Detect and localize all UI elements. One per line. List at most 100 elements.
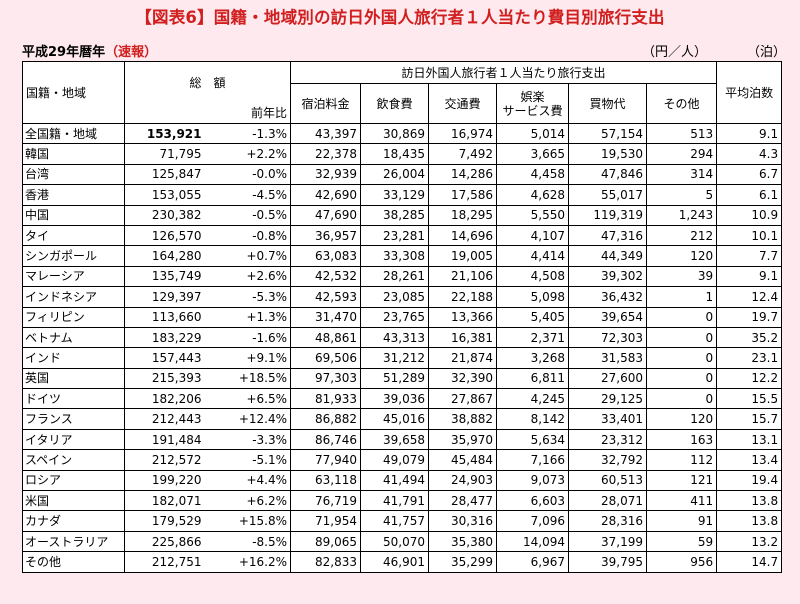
cell-other: 513 <box>646 122 718 145</box>
cell-transport: 27,867 <box>428 388 498 410</box>
cell-name: オーストラリア <box>22 530 125 553</box>
cell-name: 英国 <box>22 367 125 390</box>
cell-transport: 21,874 <box>428 347 498 369</box>
cell-name: インドネシア <box>22 286 125 308</box>
cell-nights: 6.1 <box>716 184 783 206</box>
cell-total: 113,660 <box>124 306 205 328</box>
cell-transport: 21,106 <box>428 265 498 288</box>
table-row: 米国 182,071 +6.2% 76,719 41,791 28,477 6,603 28,… <box>22 490 783 512</box>
cell-name: 台湾 <box>22 163 125 186</box>
cell-lodging: 63,118 <box>290 469 362 492</box>
cell-other: 0 <box>646 306 718 328</box>
cell-total: 129,397 <box>124 286 205 308</box>
cell-lodging: 31,470 <box>290 306 362 328</box>
cell-entertainment: 4,414 <box>496 245 570 267</box>
cell-name: カナダ <box>22 510 125 532</box>
cell-entertainment: 4,628 <box>496 184 570 206</box>
cell-yoy: +16.2% <box>204 551 292 573</box>
header-transport: 交通費 <box>428 83 498 124</box>
cell-name: 中国 <box>22 204 125 226</box>
cell-food: 33,308 <box>360 245 430 267</box>
cell-name: スペイン <box>22 449 125 471</box>
cell-nights: 12.2 <box>716 367 783 390</box>
cell-food: 45,016 <box>360 408 430 430</box>
cell-total: 157,443 <box>124 347 205 369</box>
cell-transport: 7,492 <box>428 143 498 165</box>
period-text: 平成29年暦年 <box>22 45 106 60</box>
table-row: 全国籍・地域 153,921 -1.3% 43,397 30,869 16,974 5,01… <box>22 122 783 145</box>
cell-entertainment: 6,603 <box>496 490 570 512</box>
cell-food: 26,004 <box>360 163 430 186</box>
cell-transport: 19,005 <box>428 245 498 267</box>
cell-transport: 22,188 <box>428 286 498 308</box>
cell-entertainment: 2,371 <box>496 326 570 349</box>
cell-entertainment: 4,107 <box>496 224 570 247</box>
cell-other: 5 <box>646 184 718 206</box>
cell-shopping: 39,795 <box>568 551 648 573</box>
table-row: フィリピン 113,660 +1.3% 31,470 23,765 13,366 5,405… <box>22 306 783 328</box>
cell-total: 225,866 <box>124 530 205 553</box>
expenditure-table: 国籍・地域 総 額 訪日外国人旅行者１人当たり旅行支出 平均泊数 宿泊料金 飲食… <box>22 61 783 573</box>
table-row: イタリア 191,484 -3.3% 86,746 39,658 35,970 5,634 2… <box>22 428 783 451</box>
cell-transport: 38,882 <box>428 408 498 430</box>
cell-transport: 28,477 <box>428 490 498 512</box>
table-row: その他 212,751 +16.2% 82,833 46,901 35,299 6,967 3… <box>22 551 783 573</box>
cell-nights: 13.4 <box>716 449 783 471</box>
cell-lodging: 42,593 <box>290 286 362 308</box>
cell-lodging: 63,083 <box>290 245 362 267</box>
cell-shopping: 27,600 <box>568 367 648 390</box>
header-total-blank <box>124 103 205 124</box>
cell-shopping: 29,125 <box>568 388 648 410</box>
cell-other: 121 <box>646 469 718 492</box>
cell-lodging: 48,861 <box>290 326 362 349</box>
cell-yoy: +12.4% <box>204 408 292 430</box>
cell-total: 183,229 <box>124 326 205 349</box>
cell-other: 411 <box>646 490 718 512</box>
cell-transport: 17,586 <box>428 184 498 206</box>
cell-shopping: 39,302 <box>568 265 648 288</box>
cell-shopping: 72,303 <box>568 326 648 349</box>
table-row: インド 157,443 +9.1% 69,506 31,212 21,874 3,268 31… <box>22 347 783 369</box>
cell-other: 120 <box>646 408 718 430</box>
cell-name: ロシア <box>22 469 125 492</box>
cell-nights: 13.1 <box>716 428 783 451</box>
cell-total: 230,382 <box>124 204 205 226</box>
cell-transport: 18,295 <box>428 204 498 226</box>
cell-lodging: 47,690 <box>290 204 362 226</box>
cell-yoy: -0.5% <box>204 204 292 226</box>
cell-entertainment: 5,405 <box>496 306 570 328</box>
table-row: 香港 153,055 -4.5% 42,690 33,129 17,586 4,628 55,… <box>22 184 783 206</box>
table-row: ロシア 199,220 +4.4% 63,118 41,494 24,903 9,073 60… <box>22 469 783 492</box>
header-total: 総 額 <box>123 61 292 104</box>
header-entertainment: 娯楽 サービス費 <box>496 83 570 124</box>
cell-lodging: 81,933 <box>290 388 362 410</box>
header-country: 国籍・地域 <box>22 61 125 124</box>
cell-lodging: 36,957 <box>290 224 362 247</box>
cell-total: 212,751 <box>124 551 205 573</box>
cell-total: 125,847 <box>124 163 205 186</box>
cell-yoy: +2.2% <box>204 143 292 165</box>
cell-shopping: 60,513 <box>568 469 648 492</box>
cell-yoy: +9.1% <box>204 347 292 369</box>
table-row: オーストラリア 225,866 -8.5% 89,065 50,070 35,380 14,… <box>22 530 783 553</box>
page-title: 【図表6】国籍・地域別の訪日外国人旅行者１人当たり費目別旅行支出 <box>135 8 665 27</box>
cell-lodging: 42,532 <box>290 265 362 288</box>
cell-entertainment: 5,550 <box>496 204 570 226</box>
cell-transport: 16,974 <box>428 122 498 145</box>
cell-entertainment: 8,142 <box>496 408 570 430</box>
cell-name: ドイツ <box>22 388 125 410</box>
header-expenditure-group: 訪日外国人旅行者１人当たり旅行支出 <box>290 61 718 84</box>
cell-other: 91 <box>646 510 718 532</box>
cell-other: 163 <box>646 428 718 451</box>
cell-lodging: 82,833 <box>290 551 362 573</box>
cell-name: 韓国 <box>22 143 125 165</box>
cell-food: 23,765 <box>360 306 430 328</box>
cell-lodging: 43,397 <box>290 122 362 145</box>
cell-yoy: +15.8% <box>204 510 292 532</box>
cell-total: 71,795 <box>124 143 205 165</box>
cell-food: 51,289 <box>360 367 430 390</box>
cell-transport: 14,286 <box>428 163 498 186</box>
header-yoy: 前年比 <box>204 103 292 124</box>
header-lodging: 宿泊料金 <box>290 83 362 124</box>
cell-name: フィリピン <box>22 306 125 328</box>
